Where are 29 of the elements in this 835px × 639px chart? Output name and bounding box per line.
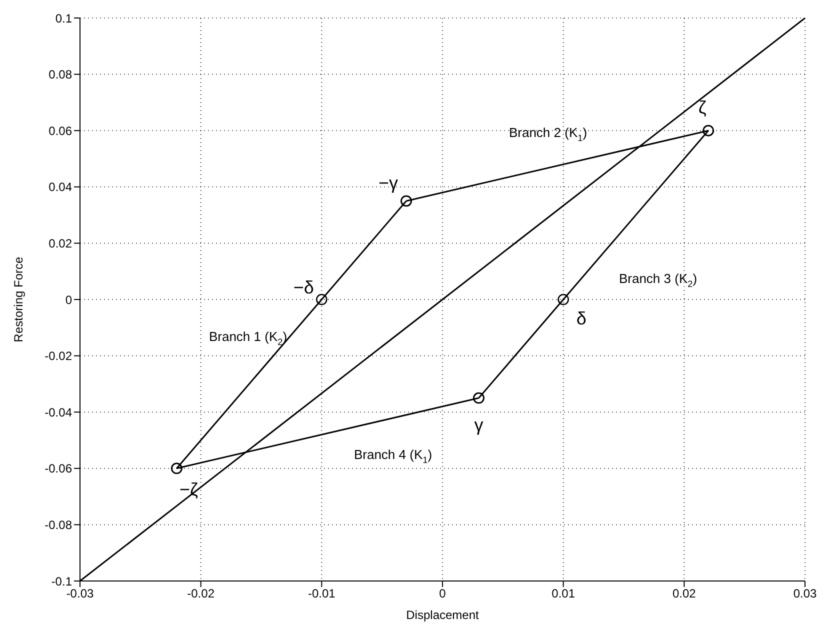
y-tick-label: 0.1 [55, 11, 72, 26]
x-tick-label: 0.02 [672, 586, 696, 601]
annotation: −γ [378, 172, 398, 193]
x-axis-title: Displacement [406, 608, 480, 622]
x-tick-label: 0.03 [793, 586, 817, 601]
annotation: Branch 4 (K$_{1}$) [354, 447, 432, 466]
annotation: Branch 3 (K$_{2}$) [618, 271, 698, 290]
annotation: −δ [293, 277, 314, 298]
y-tick-label: -0.06 [44, 462, 72, 476]
y-tick-label: 0 [65, 292, 72, 307]
x-tick-label: -0.02 [187, 586, 215, 601]
x-tick-label: -0.03 [66, 586, 94, 601]
annotation: ζ [698, 97, 706, 118]
y-tick-label: -0.04 [44, 405, 72, 420]
annotation: γ [474, 414, 484, 435]
y-tick-label: 0.06 [48, 124, 72, 138]
x-tick-label: -0.01 [308, 586, 336, 601]
y-tick-label: 0.08 [48, 68, 72, 82]
y-tick-label: -0.02 [44, 349, 72, 364]
annotation: −ζ [179, 479, 198, 500]
y-tick-label: 0.02 [48, 236, 72, 250]
annotation: δ [576, 308, 586, 328]
y-tick-label: -0.08 [44, 518, 72, 532]
y-axis-title: Restoring Force [11, 256, 26, 342]
y-tick-label: 0.04 [48, 180, 72, 194]
annotation: Branch 2 (K$_{1}$) [508, 125, 588, 144]
y-tick-label: -0.1 [51, 574, 72, 588]
x-tick-label: 0.01 [552, 586, 576, 601]
x-tick-label: 0 [439, 586, 446, 601]
